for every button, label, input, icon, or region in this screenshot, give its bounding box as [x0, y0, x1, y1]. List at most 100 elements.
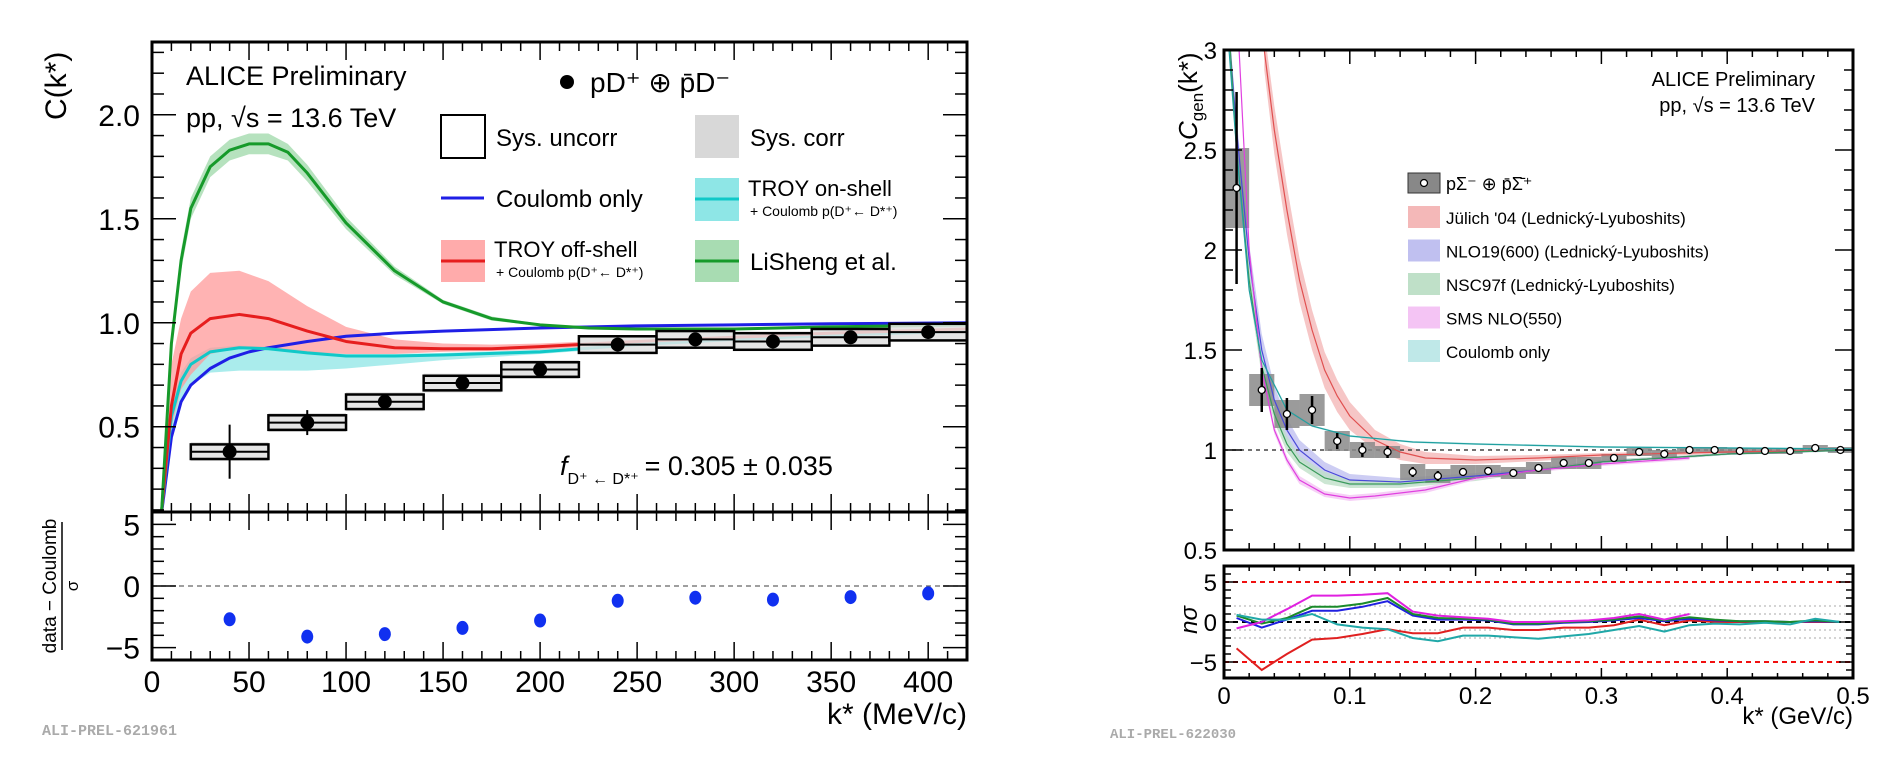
data-point [610, 337, 625, 352]
model-line-sms-nlo-550- [1238, 50, 1690, 499]
right-panel-pSigma: ALICE Preliminary pp, √s = 13.6 TeV pΣ⁻ … [1110, 38, 1870, 743]
right-residual-y-axis-label: nσ [1176, 605, 1203, 634]
right-x-tick-label: 0.3 [1585, 683, 1618, 710]
left-experiment-label: ALICE Preliminary [186, 61, 407, 91]
model-band-nlo19-600-lednick-lyuboshits- [1230, 50, 1853, 486]
left-data-legend-label: pD⁺ ⊕ p̄D⁻ [590, 67, 730, 98]
data-point [1735, 446, 1744, 456]
left-data-marker-legend [560, 75, 574, 89]
legend-label: Jülich '04 (Lednický-Lyuboshits) [1446, 209, 1686, 228]
right-y-tick-label: 2.5 [1184, 138, 1217, 165]
data-point [222, 444, 237, 459]
legend-troy-off-label: TROY off-shell [494, 237, 637, 262]
model-band-troy-off-shell [161, 270, 967, 512]
left-panel-pD: ALICE Preliminary pp, √s = 13.6 TeV pD⁺ … [40, 40, 969, 740]
left-x-tick-label: 250 [612, 666, 662, 699]
left-y-tick-label: 1.0 [98, 308, 140, 341]
right-legend: Jülich '04 (Lednický-Lyuboshits) NLO19(60… [1408, 206, 1709, 362]
residual-point [223, 612, 236, 627]
model-line-coulomb-only [160, 321, 967, 512]
data-point [1710, 445, 1719, 455]
left-x-axis-label: k* (MeV/c) [827, 698, 967, 731]
legend-troy-off-sublabel: + Coulomb p(D⁺← D*⁺) [496, 264, 643, 280]
data-point [1282, 409, 1292, 419]
ylabel-main: C [1173, 121, 1203, 140]
left-x-tick-label: 150 [418, 666, 468, 699]
data-point [1685, 445, 1694, 455]
model-band-sms-nlo-550- [1239, 50, 1690, 501]
right-y-tick-label: 1.5 [1184, 338, 1217, 365]
right-system-label: pp, √s = 13.6 TeV [1659, 95, 1815, 117]
residual-point [611, 593, 624, 608]
fraction-value: = 0.305 ± 0.035 [645, 451, 833, 481]
legend-sys-uncorr-swatch [440, 114, 486, 159]
legend-swatch [1408, 273, 1440, 295]
data-point [377, 394, 392, 409]
residual-point [456, 620, 469, 635]
right-y-tick-label: 0.5 [1184, 538, 1217, 565]
legend-label: NSC97f (Lednický-Lyuboshits) [1446, 276, 1675, 295]
left-y-tick-label: 1.5 [98, 204, 140, 237]
right-y-axis-label: Cgen(k*) [1173, 52, 1207, 140]
data-point [1408, 467, 1417, 477]
data-point [1609, 453, 1619, 463]
data-point [921, 325, 936, 340]
legend-sys-uncorr-label: Sys. uncorr [496, 125, 617, 152]
data-point [1383, 447, 1392, 457]
model-line-lisheng-et-al- [160, 142, 967, 511]
right-residual-y-tick-label: 0 [1204, 610, 1217, 637]
model-line-coulomb-only [1228, 50, 1853, 450]
legend-label: SMS NLO(550) [1446, 310, 1562, 329]
legend-label: NLO19(600) (Lednický-Lyuboshits) [1446, 243, 1709, 262]
legend-data-label: pΣ⁻ ⊕ p̄Σ̄⁺ [1446, 174, 1532, 194]
left-system-label: pp, √s = 13.6 TeV [186, 103, 396, 133]
residual-point [689, 590, 702, 605]
data-point [1634, 447, 1644, 457]
ylabel-sub: gen [1188, 93, 1207, 121]
right-y-tick-label: 2 [1204, 238, 1217, 265]
right-residual-y-tick-label: 5 [1204, 570, 1217, 597]
residual-point [534, 613, 547, 628]
data-point [1509, 468, 1518, 478]
data-point [533, 362, 548, 377]
left-y-axis-label: C(k*) [40, 52, 73, 120]
left-residual-area [152, 585, 967, 644]
right-x-tick-label: 0.5 [1836, 683, 1869, 710]
data-point [1232, 183, 1241, 193]
left-residual-y-tick-label: −5 [106, 633, 140, 666]
model-line-j-lich-04-lednick-lyuboshits- [1263, 50, 1853, 461]
legend-swatch [1408, 239, 1440, 262]
left-x-tick-label: 350 [806, 666, 856, 699]
left-y-tick-label: 2.0 [98, 100, 140, 133]
data-point [1584, 458, 1593, 468]
right-x-tick-label: 0.1 [1333, 683, 1366, 710]
residual-point [378, 627, 391, 642]
legend-lisheng-label: LiSheng et al. [750, 249, 897, 276]
right-watermark: ALI-PREL-622030 [1110, 727, 1236, 743]
right-y-axis-label-text: Cgen(k*) [1173, 52, 1207, 140]
fraction-annotation: fD⁺ ← D*⁺ = 0.305 ± 0.035 [560, 451, 833, 488]
ylabel-tail: (k*) [1173, 52, 1203, 92]
data-point [1760, 446, 1770, 456]
data-point [1534, 463, 1543, 473]
model-line-nsc97f-lednick-lyuboshits- [1229, 50, 1853, 485]
left-x-tick-label: 0 [144, 666, 161, 699]
residual-point [922, 586, 935, 601]
data-point [1257, 385, 1266, 395]
data-point [765, 334, 780, 349]
data-point [1484, 466, 1493, 476]
data-point [1358, 445, 1367, 455]
legend-data-marker [1419, 178, 1429, 188]
residual-point [844, 590, 857, 605]
right-x-tick-label: 0.2 [1459, 683, 1492, 710]
left-x-tick-label: 200 [515, 666, 565, 699]
right-residual-area [1224, 581, 1853, 672]
residual-point [766, 592, 779, 607]
legend-coulomb-label: Coulomb only [496, 186, 643, 213]
right-y-tick-label: 1 [1204, 438, 1217, 465]
fraction-subscript: D⁺ ← D*⁺ [568, 471, 639, 488]
legend-troy-on-sublabel: + Coulomb p(D⁺← D*⁺) [750, 203, 897, 219]
right-x-tick-label: 0.4 [1711, 683, 1744, 710]
